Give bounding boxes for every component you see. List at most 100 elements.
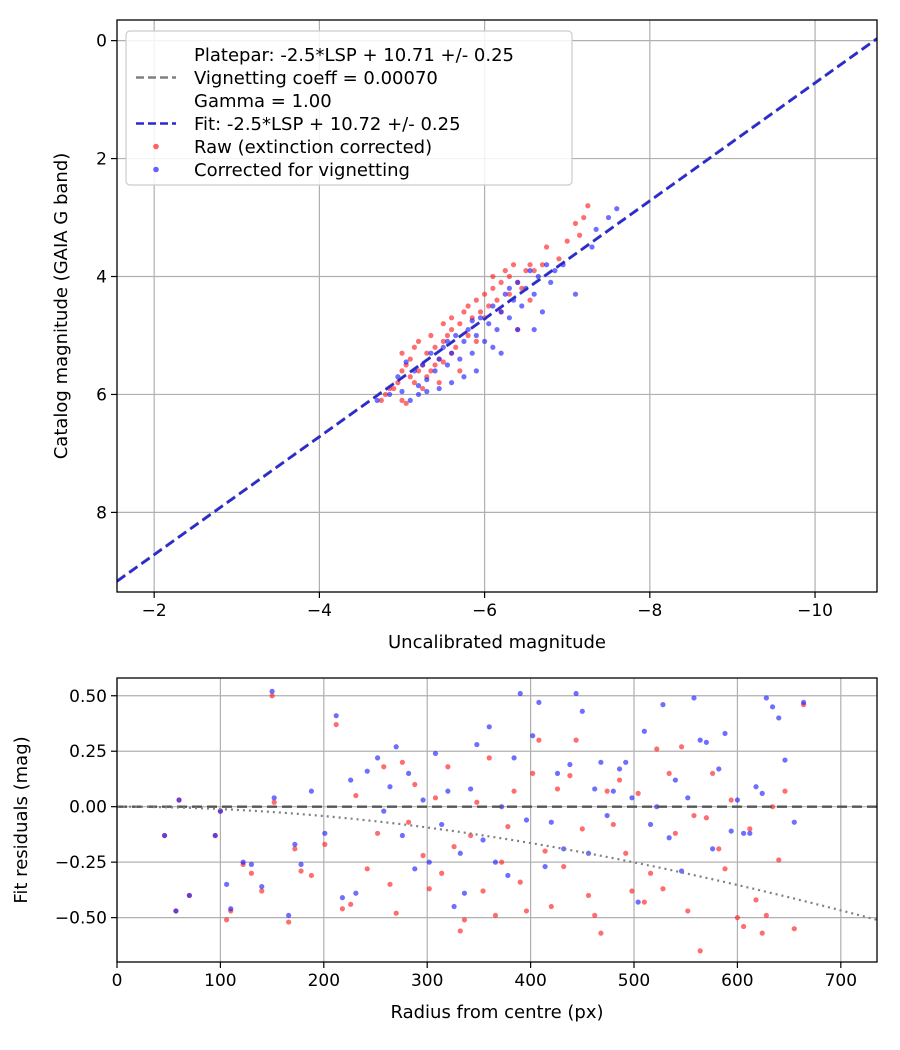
data-point [399, 832, 405, 839]
data-point [387, 881, 393, 887]
x-tick-label: 0 [112, 971, 123, 991]
x-tick-label: 200 [308, 971, 340, 991]
data-point [411, 344, 417, 350]
data-point [411, 380, 417, 386]
data-point [527, 262, 533, 268]
data-point [387, 391, 393, 398]
data-point [490, 285, 496, 291]
data-point [444, 332, 451, 339]
data-point [543, 244, 550, 250]
data-point [407, 397, 413, 403]
data-point [523, 268, 529, 274]
data-point [716, 846, 722, 852]
data-point [666, 835, 672, 841]
data-point [769, 804, 776, 810]
data-point [515, 326, 521, 333]
plot-frame [116, 19, 878, 593]
x-tick-label: 100 [204, 971, 236, 991]
data-point [536, 737, 542, 743]
data-point [353, 890, 359, 896]
data-point [424, 350, 430, 356]
series-points [161, 688, 807, 919]
data-point [353, 792, 359, 799]
data-point [477, 315, 484, 321]
data-point [641, 899, 647, 905]
data-point [224, 881, 230, 887]
data-point [610, 821, 616, 828]
data-point [654, 746, 660, 752]
data-point [581, 214, 587, 221]
data-point [552, 268, 558, 274]
data-point [604, 812, 610, 819]
data-point [517, 879, 523, 885]
data-point [474, 799, 480, 805]
data-point [448, 326, 455, 333]
data-point [393, 910, 399, 916]
data-point [490, 303, 496, 309]
data-point [348, 901, 354, 907]
data-point [709, 846, 716, 852]
data-point [579, 826, 585, 832]
data-point [519, 303, 525, 309]
data-point [482, 291, 488, 297]
data-point [176, 797, 182, 803]
data-point [530, 770, 536, 777]
vignetting-curve [117, 805, 877, 921]
data-point [616, 766, 623, 772]
data-point [502, 291, 508, 297]
data-point [492, 912, 499, 919]
data-point [523, 817, 530, 823]
x-tick-label: −8 [637, 601, 662, 621]
series-points [161, 693, 807, 954]
data-point [469, 350, 475, 356]
data-point [531, 291, 537, 297]
data-point [486, 303, 492, 309]
data-point [468, 832, 474, 839]
data-point [759, 930, 765, 936]
data-point [616, 777, 623, 783]
data-point [536, 699, 542, 706]
data-point [506, 291, 512, 297]
series-points [374, 206, 620, 403]
plot-area [117, 37, 877, 583]
y-tick-label: 0.25 [69, 742, 107, 762]
data-point [415, 338, 422, 344]
data-point [461, 338, 467, 344]
data-point [382, 391, 389, 398]
x-tick-label: −6 [472, 601, 497, 621]
x-tick-label: −4 [307, 601, 332, 621]
data-point [173, 908, 179, 914]
data-point [791, 926, 797, 932]
data-point [791, 819, 797, 825]
data-point [561, 863, 567, 870]
data-point [415, 368, 422, 374]
data-point [494, 297, 500, 303]
data-point [722, 866, 728, 872]
data-point [399, 397, 405, 403]
data-point [333, 721, 339, 728]
data-point [554, 770, 561, 777]
data-point [428, 332, 434, 339]
data-point [492, 859, 499, 865]
x-tick-label: 500 [618, 971, 650, 991]
data-point [432, 368, 438, 374]
data-point [298, 861, 304, 867]
data-point [374, 755, 381, 761]
data-point [271, 799, 277, 805]
data-point [763, 695, 769, 701]
data-point [782, 788, 788, 794]
data-point [428, 368, 434, 374]
data-point [339, 906, 346, 912]
data-point [573, 690, 579, 697]
data-point [486, 755, 492, 761]
data-point [457, 850, 463, 856]
data-point [564, 238, 570, 244]
data-point [685, 908, 691, 914]
data-point [530, 733, 536, 739]
x-tick-label: 300 [411, 971, 443, 991]
data-point [480, 888, 486, 894]
data-point [412, 866, 418, 872]
data-point [444, 362, 451, 368]
y-axis-label: Catalog magnitude (GAIA G band) [51, 153, 72, 460]
